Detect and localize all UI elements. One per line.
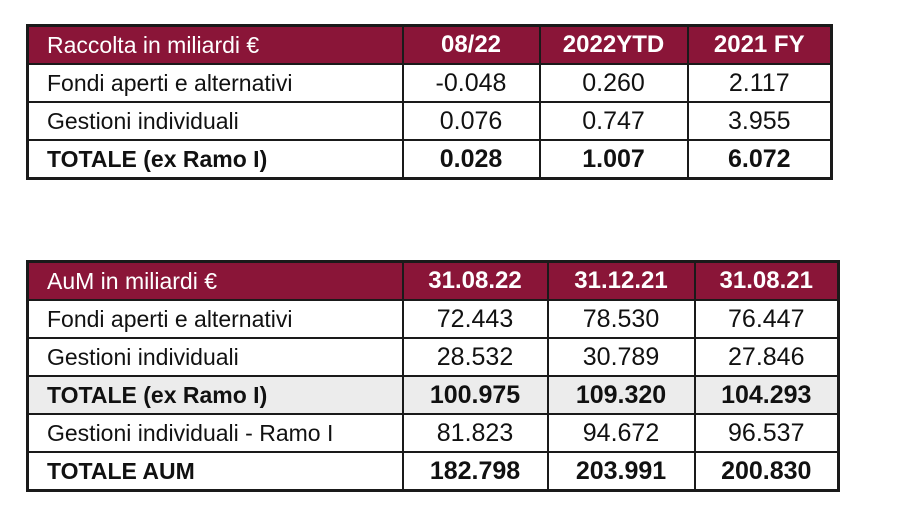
value-cell: 3.955 bbox=[686, 101, 833, 141]
value-cell: 72.443 bbox=[401, 299, 549, 339]
table-row: Gestioni individuali 0.076 0.747 3.955 bbox=[26, 101, 833, 141]
value-cell: 109.320 bbox=[546, 375, 696, 415]
total-row: TOTALE AUM 182.798 203.991 200.830 bbox=[26, 451, 840, 492]
value-cell: 0.260 bbox=[538, 63, 689, 103]
value-cell: 76.447 bbox=[693, 299, 840, 339]
row-label: TOTALE (ex Ramo I) bbox=[26, 375, 404, 415]
table-row: Gestioni individuali 28.532 30.789 27.84… bbox=[26, 337, 840, 377]
value-cell: 203.991 bbox=[546, 451, 696, 492]
value-cell: 200.830 bbox=[693, 451, 840, 492]
row-label: TOTALE (ex Ramo I) bbox=[26, 139, 404, 180]
value-cell: 81.823 bbox=[401, 413, 549, 453]
header-cell: Raccolta in miliardi € bbox=[26, 24, 404, 65]
value-cell: 96.537 bbox=[693, 413, 840, 453]
row-label: TOTALE AUM bbox=[26, 451, 404, 492]
value-cell: 30.789 bbox=[546, 337, 696, 377]
header-cell: 31.08.22 bbox=[401, 260, 549, 301]
value-cell: 0.028 bbox=[401, 139, 541, 180]
value-cell: 2.117 bbox=[686, 63, 833, 103]
value-cell: 28.532 bbox=[401, 337, 549, 377]
value-cell: 27.846 bbox=[693, 337, 840, 377]
table-header-row: AuM in miliardi € 31.08.22 31.12.21 31.0… bbox=[26, 260, 840, 301]
value-cell: 0.747 bbox=[538, 101, 689, 141]
header-cell: 2022YTD bbox=[538, 24, 689, 65]
header-cell: AuM in miliardi € bbox=[26, 260, 404, 301]
header-cell: 31.12.21 bbox=[546, 260, 696, 301]
header-cell: 2021 FY bbox=[686, 24, 833, 65]
value-cell: 1.007 bbox=[538, 139, 689, 180]
row-label: Gestioni individuali bbox=[26, 337, 404, 377]
value-cell: -0.048 bbox=[401, 63, 541, 103]
row-label: Fondi aperti e alternativi bbox=[26, 63, 404, 103]
value-cell: 100.975 bbox=[401, 375, 549, 415]
total-row: TOTALE (ex Ramo I) 100.975 109.320 104.2… bbox=[26, 375, 840, 415]
row-label: Fondi aperti e alternativi bbox=[26, 299, 404, 339]
table-row: Gestioni individuali - Ramo I 81.823 94.… bbox=[26, 413, 840, 453]
value-cell: 6.072 bbox=[686, 139, 833, 180]
value-cell: 0.076 bbox=[401, 101, 541, 141]
value-cell: 78.530 bbox=[546, 299, 696, 339]
header-cell: 08/22 bbox=[401, 24, 541, 65]
value-cell: 94.672 bbox=[546, 413, 696, 453]
value-cell: 182.798 bbox=[401, 451, 549, 492]
total-row: TOTALE (ex Ramo I) 0.028 1.007 6.072 bbox=[26, 139, 833, 180]
row-label: Gestioni individuali bbox=[26, 101, 404, 141]
table-row: Fondi aperti e alternativi 72.443 78.530… bbox=[26, 299, 840, 339]
row-label: Gestioni individuali - Ramo I bbox=[26, 413, 404, 453]
aum-table: AuM in miliardi € 31.08.22 31.12.21 31.0… bbox=[26, 260, 840, 492]
raccolta-table: Raccolta in miliardi € 08/22 2022YTD 202… bbox=[26, 24, 833, 180]
value-cell: 104.293 bbox=[693, 375, 840, 415]
table-header-row: Raccolta in miliardi € 08/22 2022YTD 202… bbox=[26, 24, 833, 65]
header-cell: 31.08.21 bbox=[693, 260, 840, 301]
table-row: Fondi aperti e alternativi -0.048 0.260 … bbox=[26, 63, 833, 103]
